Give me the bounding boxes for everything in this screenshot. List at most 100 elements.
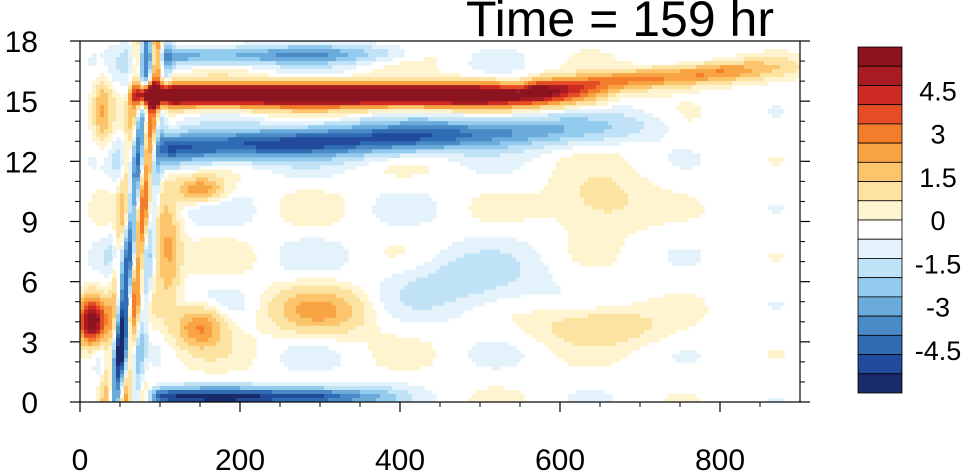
heatmap-cell [112, 113, 117, 118]
heatmap-cell [692, 157, 697, 162]
heatmap-cell [616, 141, 621, 146]
heatmap-cell [268, 65, 273, 70]
heatmap-cell [152, 121, 157, 126]
heatmap-cell [676, 69, 681, 74]
heatmap-cell [200, 117, 205, 122]
heatmap-cell [360, 153, 365, 158]
heatmap-cell [236, 201, 241, 207]
heatmap-cell [284, 101, 289, 106]
heatmap-cell [440, 125, 445, 130]
heatmap-cell [456, 133, 461, 138]
heatmap-cell [332, 61, 337, 66]
heatmap-cell [184, 173, 189, 178]
heatmap-cell [140, 41, 145, 46]
heatmap-cell [312, 161, 317, 166]
heatmap-cell [168, 105, 173, 110]
heatmap-cell [400, 61, 405, 66]
heatmap-cell [120, 189, 125, 195]
heatmap-cell [376, 149, 381, 154]
heatmap-cell [704, 81, 709, 86]
heatmap-cell [288, 45, 293, 50]
heatmap-cell [284, 125, 289, 130]
heatmap-cell [576, 173, 581, 178]
heatmap-cell [332, 145, 337, 150]
heatmap-cell [284, 105, 289, 110]
heatmap-cell [128, 105, 133, 110]
heatmap-cell [472, 89, 477, 94]
heatmap-cell [108, 113, 113, 118]
heatmap-cell [284, 49, 289, 54]
heatmap-cell [136, 165, 141, 170]
heatmap-cell [508, 145, 513, 150]
heatmap-cell [620, 73, 625, 78]
heatmap-cell [188, 137, 193, 142]
heatmap-cell [104, 97, 109, 102]
heatmap-cell [108, 69, 113, 74]
heatmap-cell [344, 97, 349, 102]
heatmap-cell [436, 105, 441, 110]
heatmap-cell [228, 209, 233, 215]
heatmap-cell [608, 177, 613, 182]
heatmap-cell [172, 165, 177, 170]
heatmap-cell [328, 101, 333, 106]
heatmap-cell [204, 117, 209, 122]
heatmap-cell [144, 157, 149, 162]
heatmap-cell [704, 73, 709, 78]
heatmap-cell [456, 109, 461, 114]
heatmap-cell [564, 197, 569, 203]
heatmap-cell [132, 65, 137, 70]
heatmap-cell [772, 113, 777, 118]
heatmap-cell [420, 165, 425, 170]
heatmap-cell [224, 81, 229, 86]
heatmap-cell [616, 165, 621, 170]
heatmap-cell [224, 105, 229, 110]
heatmap-cell [592, 57, 597, 62]
heatmap-cell [592, 49, 597, 54]
heatmap-cell [424, 137, 429, 142]
heatmap-cell [468, 61, 473, 66]
heatmap-cell [736, 73, 741, 78]
heatmap-cell [148, 153, 153, 158]
heatmap-cell [584, 113, 589, 118]
heatmap-cell [392, 205, 397, 211]
heatmap-cell [248, 109, 253, 114]
heatmap-cell [656, 117, 661, 122]
heatmap-cell [480, 105, 485, 110]
heatmap-cell [320, 77, 325, 82]
heatmap-cell [296, 101, 301, 106]
heatmap-cell [664, 197, 669, 203]
heatmap-cell [188, 141, 193, 146]
heatmap-cell [632, 205, 637, 211]
heatmap-cell [536, 145, 541, 150]
heatmap-cell [496, 197, 501, 203]
heatmap-cell [728, 69, 733, 74]
heatmap-cell [188, 129, 193, 134]
heatmap-cell [716, 69, 721, 74]
heatmap-cell [304, 201, 309, 207]
heatmap-cell [720, 85, 725, 90]
heatmap-cell [396, 133, 401, 138]
heatmap-cell [464, 81, 469, 86]
heatmap-cell [592, 205, 597, 211]
heatmap-cell [628, 189, 633, 195]
heatmap-cell [248, 41, 253, 46]
heatmap-cell [632, 89, 637, 94]
heatmap-cell [144, 97, 149, 102]
heatmap-cell [308, 45, 313, 50]
heatmap-cell [496, 133, 501, 138]
heatmap-cell [320, 89, 325, 94]
heatmap-cell [660, 205, 665, 211]
heatmap-cell [116, 137, 121, 142]
heatmap-cell [524, 205, 529, 211]
heatmap-cell [116, 169, 121, 174]
heatmap-cell [336, 133, 341, 138]
heatmap-cell [204, 153, 209, 158]
heatmap-cell [224, 89, 229, 94]
heatmap-cell [108, 133, 113, 138]
heatmap-cell [580, 77, 585, 82]
heatmap-cell [504, 57, 509, 62]
heatmap-cell [592, 97, 597, 102]
heatmap-cell [376, 53, 381, 58]
heatmap-cell [108, 157, 113, 162]
heatmap-cell [232, 73, 237, 78]
